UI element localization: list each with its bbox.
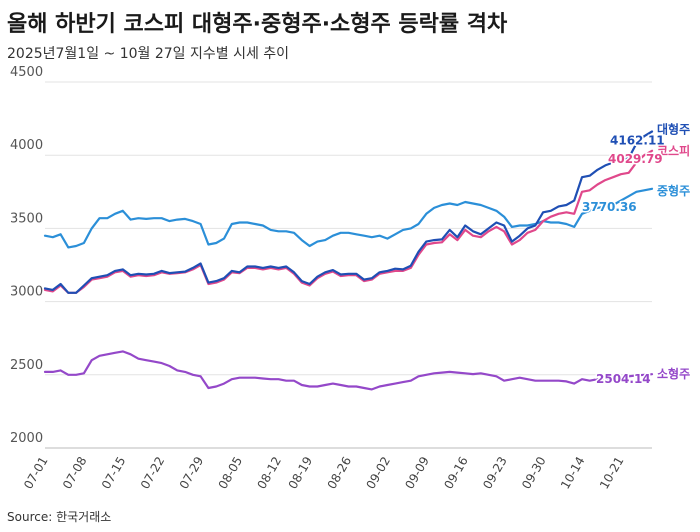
y-tick-label: 4000 [10,138,43,153]
y-tick-label: 2500 [10,358,43,373]
series-end-value-label: 3770.36 [582,200,637,214]
series-name-label: 소형주 [657,366,690,381]
series-end-value-label: 4029.79 [608,152,663,166]
x-tick-label: 08-19 [286,454,316,491]
series-name-label: 대형주 [657,121,690,136]
x-tick-label: 10-14 [558,454,588,491]
series-name-label: 코스피 [657,143,690,158]
x-tick-label: 07-01 [21,454,51,491]
y-tick-label: 4500 [10,65,43,80]
series-line-코스피 [43,149,654,294]
series-lines [43,130,654,391]
y-tick-label: 3500 [10,211,43,226]
series-end-value-label: 2504.14 [596,372,651,386]
y-tick-label: 2000 [10,431,43,446]
chart-title: 올해 하반기 코스피 대형주·중형주·소형주 등락률 격차 [7,12,508,37]
series-line-중형주 [43,187,654,249]
x-tick-label: 07-29 [177,454,207,491]
x-tick-label: 09-16 [441,454,471,491]
x-tick-label: 09-09 [402,454,432,491]
x-tick-label: 08-12 [255,454,285,491]
x-tick-label: 07-08 [60,454,90,491]
x-tick-label: 08-26 [325,454,355,491]
grid-lines [45,81,652,449]
series-line-대형주 [43,130,654,294]
series-line-소형주 [43,350,654,391]
x-tick-label: 10-21 [597,454,627,491]
x-tick-label: 09-02 [363,454,393,491]
y-tick-label: 3000 [10,285,43,300]
series-name-label: 중형주 [657,183,690,198]
y-axis: 2000 2500 3000 3500 4000 4500 [10,65,43,446]
x-tick-label: 07-15 [99,454,129,491]
x-axis: 07-01 07-08 07-15 07-22 07-29 08-05 08-12 08-19… [21,454,626,491]
x-tick-label: 09-23 [480,454,510,491]
x-tick-label: 08-05 [216,454,246,491]
x-tick-label: 09-30 [519,454,549,491]
x-tick-label: 07-22 [138,454,168,491]
chart-subtitle: 2025년7월1일 ~ 10월 27일 지수별 시세 추이 [7,46,290,62]
source-note: Source: 한국거래소 [7,510,112,524]
series-end-value-label: 4162.11 [610,133,665,147]
